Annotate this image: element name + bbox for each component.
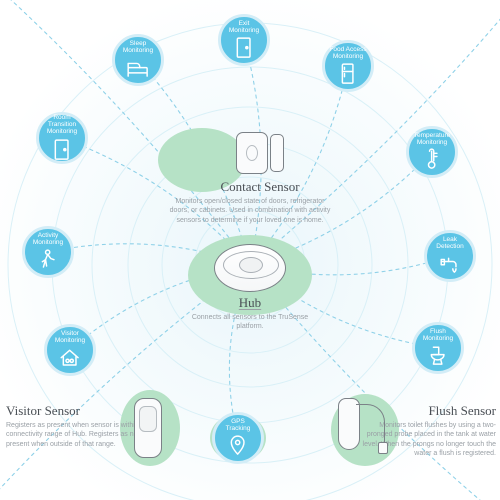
product-contact-sensor: Contact Sensor Monitors open/closed stat… xyxy=(165,128,355,225)
node-temp: Temperature Monitoring xyxy=(406,126,458,178)
node-label: Food Access Monitoring xyxy=(329,46,366,60)
hub-title: Hub xyxy=(185,295,315,311)
node-label: GPS Tracking xyxy=(226,418,251,432)
node-label: Visitor Monitoring xyxy=(55,330,85,344)
node-label: Room Transition Monitoring xyxy=(47,114,77,135)
contact-sensor-title: Contact Sensor xyxy=(165,179,355,195)
node-room: Room Transition Monitoring xyxy=(36,112,88,164)
node-food: Food Access Monitoring xyxy=(322,40,374,92)
diagram-stage: Contact Sensor Monitors open/closed stat… xyxy=(0,0,500,500)
flush-sensor-icon xyxy=(334,396,388,456)
hub-icon xyxy=(214,244,286,292)
node-sleep: Sleep Monitoring xyxy=(112,34,164,86)
node-activity: Activity Monitoring xyxy=(22,226,74,278)
node-exit: Exit Monitoring xyxy=(218,14,270,66)
door-icon xyxy=(231,35,256,60)
visitor-sensor-icon xyxy=(134,398,162,458)
visitor-sensor-desc: Registers as present when sensor is with… xyxy=(6,421,141,449)
contact-sensor-desc: Monitors open/closed state of doors, ref… xyxy=(165,197,335,225)
toilet-icon xyxy=(425,343,450,368)
node-leak: Leak Detection xyxy=(424,230,476,282)
node-label: Sleep Monitoring xyxy=(123,40,153,54)
node-label: Leak Detection xyxy=(436,236,463,250)
door-icon xyxy=(49,137,74,162)
pin-icon xyxy=(225,433,250,458)
node-label: Flush Monitoring xyxy=(423,328,453,342)
bed-icon xyxy=(125,55,150,80)
house-icon xyxy=(57,345,82,370)
product-hub: Hub Connects all sensors to the TruSense… xyxy=(185,244,315,332)
node-gps: GPS Tracking xyxy=(212,412,264,464)
contact-sensor-icon xyxy=(230,128,290,176)
node-visitor_node: Visitor Monitoring xyxy=(44,324,96,376)
node-flush_node: Flush Monitoring xyxy=(412,322,464,374)
node-label: Activity Monitoring xyxy=(33,232,63,246)
walk-icon xyxy=(35,247,60,272)
faucet-icon xyxy=(437,251,462,276)
node-label: Exit Monitoring xyxy=(229,20,259,34)
thermo-icon xyxy=(419,147,444,172)
node-label: Temperature Monitoring xyxy=(414,132,451,146)
fridge-icon xyxy=(335,61,360,86)
hub-desc: Connects all sensors to the TruSense pla… xyxy=(185,313,315,332)
